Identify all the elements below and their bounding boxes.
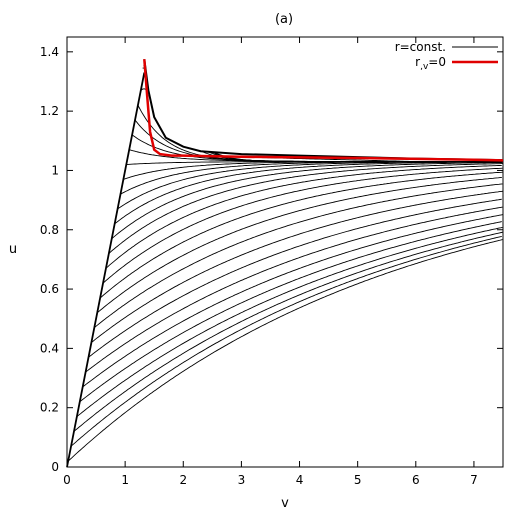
x-tick-label: 5: [354, 473, 362, 487]
y-tick-label: 0.8: [40, 223, 59, 237]
legend-label-subscript: ,v: [420, 62, 429, 72]
x-tick-label: 4: [296, 473, 304, 487]
r-const-curve: [142, 67, 502, 163]
y-tick-label: 0.6: [40, 282, 59, 296]
x-tick-label: 0: [63, 473, 71, 487]
r-const-curve: [108, 163, 503, 254]
r-const-curve: [137, 104, 503, 163]
axis-ticks: [66, 37, 503, 468]
r-const-curves: [66, 62, 504, 468]
plot-area: [66, 36, 504, 468]
r-const-curve: [114, 161, 502, 225]
r-const-curve: [88, 198, 502, 358]
y-tick-label: 0: [51, 460, 59, 474]
y-axis-label: u: [9, 242, 17, 257]
legend-label-r: r: [415, 55, 420, 69]
x-tick-label: 3: [238, 473, 246, 487]
y-tick-label: 0.4: [40, 341, 59, 355]
x-tick-label: 1: [121, 473, 129, 487]
legend-label-r-v-zero: r,v=0: [415, 55, 446, 72]
r-const-curve: [143, 65, 503, 163]
r-const-curve: [105, 164, 502, 269]
r-const-curve: [96, 177, 502, 314]
plot-frame: [66, 36, 504, 468]
y-tick-label: 1.2: [40, 104, 59, 118]
x-tick-label: 6: [412, 473, 420, 487]
r-const-envelope-line: [143, 59, 504, 162]
r-const-curve: [67, 239, 503, 462]
legend-label-r-const: r=const.: [395, 40, 446, 54]
initial-diagonal-line: [66, 72, 146, 468]
y-tick-label: 0.2: [40, 401, 59, 415]
y-tick-labels: 0 0.2 0.4 0.6 0.8 1 1.2 1.4: [40, 45, 59, 474]
r-const-curve: [73, 231, 504, 432]
y-tick-label: 1: [51, 163, 59, 177]
r-const-curve: [91, 190, 504, 343]
r-const-curve: [82, 214, 504, 388]
x-tick-label: 2: [179, 473, 187, 487]
r-const-curve: [79, 221, 502, 403]
r-const-curve: [76, 226, 503, 417]
r-const-curve: [111, 162, 503, 240]
r-const-curve: [102, 167, 503, 284]
y-tick-label: 1.4: [40, 45, 59, 59]
chart-title: (a): [275, 12, 293, 27]
r-const-curve: [94, 183, 503, 328]
legend: r=const. r,v=0: [395, 40, 498, 72]
r-const-curve: [99, 171, 504, 299]
r-const-curve: [85, 206, 503, 373]
x-axis-label: v: [281, 496, 289, 511]
r-const-curve: [70, 235, 502, 447]
r-v-zero-line: [143, 59, 504, 162]
r-const-curve: [143, 62, 502, 163]
legend-label-tail: =0: [428, 55, 446, 69]
x-tick-labels: 0 1 2 3 4 5 6 7: [63, 473, 478, 487]
x-tick-label: 7: [470, 473, 478, 487]
r-const-curve: [117, 161, 503, 210]
